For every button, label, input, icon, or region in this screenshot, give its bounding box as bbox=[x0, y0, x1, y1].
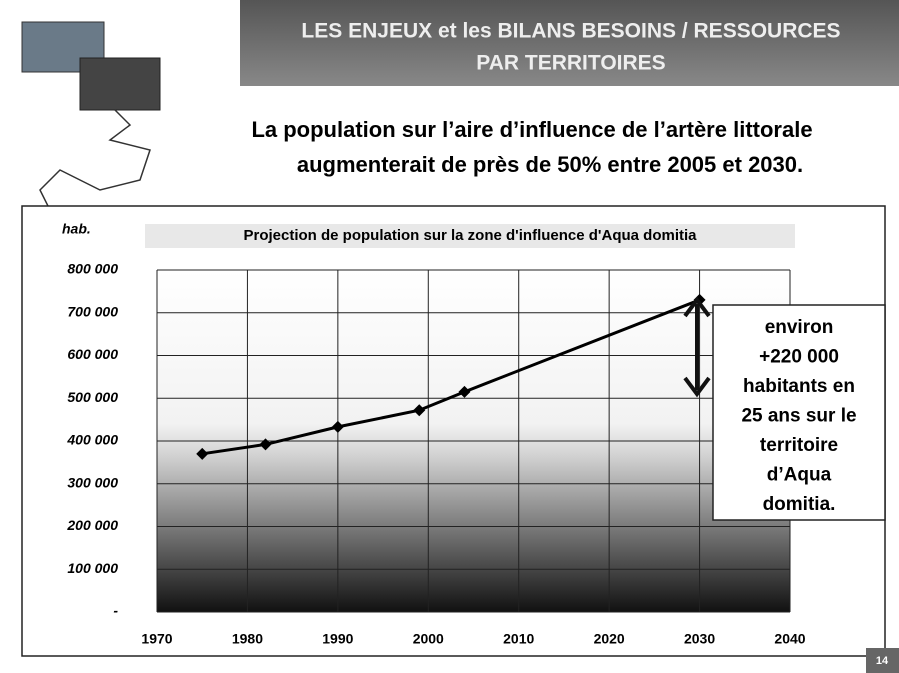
x-tick-label: 2000 bbox=[413, 631, 444, 647]
y-tick-label: - bbox=[113, 603, 118, 619]
slide: LES ENJEUX et les BILANS BESOINS / RESSO… bbox=[0, 0, 899, 673]
y-tick-label: 300 000 bbox=[67, 474, 118, 490]
x-tick-label: 1970 bbox=[141, 631, 172, 647]
y-tick-label: 400 000 bbox=[66, 432, 118, 448]
y-tick-label: 700 000 bbox=[67, 303, 118, 319]
x-tick-label: 2040 bbox=[774, 631, 805, 647]
annotation-line: territoire bbox=[760, 435, 838, 456]
headline: augmenterait de près de 50% entre 2005 e… bbox=[297, 152, 803, 177]
photo bbox=[80, 58, 160, 110]
header-title: PAR TERRITOIRES bbox=[476, 52, 665, 75]
y-tick-label: 500 000 bbox=[67, 389, 118, 405]
y-axis-label: hab. bbox=[62, 221, 91, 237]
header-title: LES ENJEUX et les BILANS BESOINS / RESSO… bbox=[301, 20, 840, 43]
x-tick-label: 1980 bbox=[232, 631, 263, 647]
x-tick-label: 2030 bbox=[684, 631, 715, 647]
y-tick-label: 800 000 bbox=[67, 261, 118, 277]
x-tick-label: 2010 bbox=[503, 631, 534, 647]
x-tick-label: 1990 bbox=[322, 631, 353, 647]
annotation-line: environ bbox=[765, 317, 834, 338]
chart-title: Projection de population sur la zone d'i… bbox=[244, 227, 698, 244]
page-number: 14 bbox=[876, 655, 889, 667]
y-tick-label: 600 000 bbox=[67, 346, 118, 362]
annotation-line: 25 ans sur le bbox=[741, 406, 856, 427]
annotation-line: domitia. bbox=[763, 494, 836, 515]
annotation-line: d’Aqua bbox=[767, 465, 832, 486]
x-tick-label: 2020 bbox=[594, 631, 625, 647]
annotation-line: +220 000 bbox=[759, 347, 839, 368]
y-tick-label: 100 000 bbox=[67, 560, 118, 576]
headline: La population sur l’aire d’influence de … bbox=[251, 117, 812, 142]
annotation-line: habitants en bbox=[743, 376, 855, 397]
y-tick-label: 200 000 bbox=[66, 517, 118, 533]
